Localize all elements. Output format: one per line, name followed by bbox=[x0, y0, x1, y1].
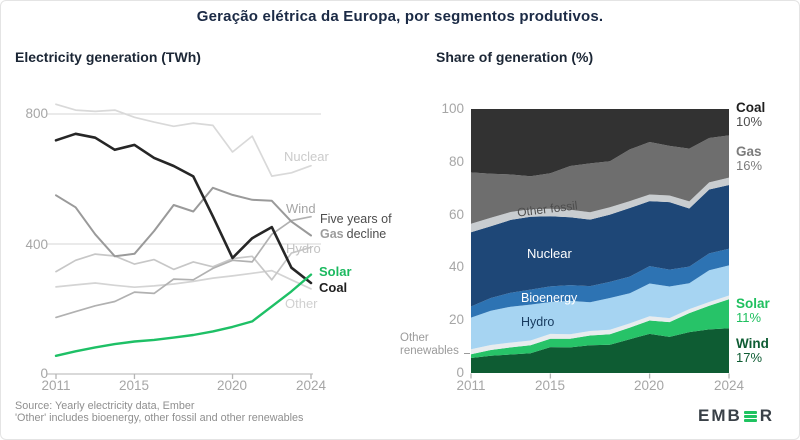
right-y-tick-40: 40 bbox=[448, 259, 464, 274]
other-renewables-label: Other renewables bbox=[400, 332, 459, 357]
ember-logo-suffix: R bbox=[759, 406, 775, 425]
page-title: Geração elétrica da Europa, por segmento… bbox=[196, 8, 604, 25]
coal-end-pct: 10% bbox=[736, 114, 763, 129]
annotation-decline-word: decline bbox=[346, 227, 387, 241]
coal-end-name: Coal bbox=[736, 100, 766, 115]
wind-end-pct: 17% bbox=[736, 350, 763, 365]
left-y-tick-400: 400 bbox=[25, 237, 48, 252]
hydro-area-label: Hydro bbox=[521, 315, 555, 329]
nuclear-line-label: Nuclear bbox=[284, 149, 329, 164]
wind-line-label: Wind bbox=[286, 201, 316, 216]
left-x-tick-2020: 2020 bbox=[216, 378, 248, 393]
right-y-tick-0: 0 bbox=[456, 365, 464, 380]
left-x-tick-2011: 2011 bbox=[41, 378, 71, 393]
right-y-tick-100: 100 bbox=[441, 101, 464, 116]
solar-end-name: Solar bbox=[736, 296, 770, 311]
gas-end-pct: 16% bbox=[736, 158, 763, 173]
left-y-tick-0: 0 bbox=[40, 366, 48, 381]
coal-end-label: Coal 10% bbox=[736, 101, 796, 129]
gas-end-name: Gas bbox=[736, 144, 762, 159]
gas-end-label: Gas 16% bbox=[736, 145, 796, 173]
right-x-tick-2011: 2011 bbox=[456, 378, 486, 393]
wind-end-name: Wind bbox=[736, 336, 769, 351]
right-y-tick-20: 20 bbox=[448, 312, 464, 327]
coal-line-label: Coal bbox=[319, 280, 348, 295]
ember-logo-bars-icon bbox=[743, 411, 757, 422]
annotation-gas-word: Gas bbox=[320, 227, 344, 241]
ember-logo-prefix: EMB bbox=[698, 406, 742, 425]
right-chart-title: Share of generation (%) bbox=[436, 49, 594, 65]
nuclear-area-label: Nuclear bbox=[527, 246, 572, 261]
gas-decline-annotation: Five years of Gas decline bbox=[320, 212, 392, 242]
left-y-tick-800: 800 bbox=[25, 106, 48, 121]
ember-logo: EMB R bbox=[698, 406, 774, 426]
bioenergy-area-label: Bioenergy bbox=[521, 291, 578, 305]
source-line-2: 'Other' includes bioenergy, other fossil… bbox=[15, 411, 304, 424]
wind-end-label: Wind 17% bbox=[736, 337, 796, 365]
solar-end-label: Solar 11% bbox=[736, 297, 796, 325]
right-x-tick-2020: 2020 bbox=[633, 378, 665, 393]
source-line-1: Source: Yearly electricity data, Ember bbox=[15, 400, 195, 412]
left-x-tick-2024: 2024 bbox=[295, 378, 327, 393]
left-chart-title: Electricity generation (TWh) bbox=[15, 49, 201, 65]
right-y-tick-60: 60 bbox=[448, 207, 464, 222]
annotation-line-1: Five years of bbox=[320, 212, 392, 226]
other-renewables-pointer-dash bbox=[464, 353, 470, 354]
source-note: Source: Yearly electricity data, Ember '… bbox=[15, 400, 304, 424]
right-x-tick-2024: 2024 bbox=[713, 378, 745, 393]
right-x-tick-2015: 2015 bbox=[534, 378, 566, 393]
other-line-label: Other bbox=[285, 296, 318, 311]
solar-line-label: Solar bbox=[319, 264, 352, 279]
hydro-line-label: Hydro bbox=[286, 241, 321, 256]
right-y-tick-80: 80 bbox=[448, 154, 464, 169]
left-x-tick-2015: 2015 bbox=[118, 378, 150, 393]
solar-end-pct: 11% bbox=[736, 310, 762, 325]
annotation-line-2: Gas decline bbox=[320, 227, 392, 242]
